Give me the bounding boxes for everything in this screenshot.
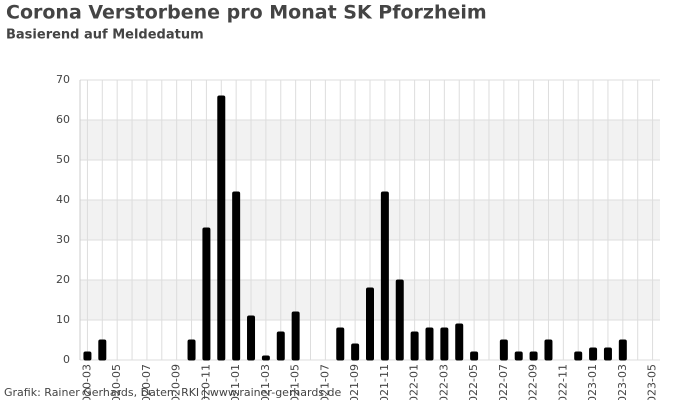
x-tick-label: 2022-07 <box>497 364 510 400</box>
x-tick-label: 2021-03 <box>259 364 272 400</box>
footer: Grafik: Rainer Gerhards, Daten: RKI | ww… <box>4 386 342 399</box>
x-tick-label: 2022-09 <box>527 364 540 400</box>
bar <box>589 347 598 361</box>
x-tick-label: 2022-11 <box>556 364 569 400</box>
bar <box>276 331 285 361</box>
bar <box>410 331 419 361</box>
x-tick-label: 2020-07 <box>140 364 153 400</box>
bar <box>440 327 449 361</box>
bar <box>425 327 434 361</box>
bar <box>247 315 256 361</box>
chart-subtitle: Basierend auf Meldedatum <box>6 28 204 43</box>
x-tick-label: 2020-05 <box>110 364 123 400</box>
bar <box>455 323 464 361</box>
x-tick-label: 2023-01 <box>586 364 599 400</box>
x-tick-label: 2021-05 <box>289 364 302 400</box>
x-tick-label: 2022-01 <box>408 364 421 400</box>
y-tick-label: 30 <box>56 233 70 246</box>
bar <box>395 279 404 361</box>
bar <box>470 351 479 361</box>
bar <box>574 351 583 361</box>
x-tick-label: 2021-09 <box>348 364 361 400</box>
bar <box>618 339 627 361</box>
x-tick-label: 2023-03 <box>616 364 629 400</box>
x-tick-label: 2021-11 <box>378 364 391 400</box>
y-tick-label: 20 <box>56 273 70 286</box>
y-tick-label: 60 <box>56 113 70 126</box>
bar <box>232 191 241 361</box>
bar <box>98 339 107 361</box>
y-tick-label: 10 <box>56 313 70 326</box>
chart-title: Corona Verstorbene pro Monat SK Pforzhei… <box>6 2 487 24</box>
bar <box>187 339 196 361</box>
x-tick-label: 2020-11 <box>199 364 212 400</box>
x-tick-label: 2021-01 <box>229 364 242 400</box>
bar <box>336 327 345 361</box>
x-tick-label: 2020-03 <box>80 364 93 400</box>
x-tick-label: 2022-03 <box>437 364 450 400</box>
bar <box>529 351 538 361</box>
x-tick-label: 2021-07 <box>318 364 331 400</box>
x-tick-label: 2022-05 <box>467 364 480 400</box>
bar <box>380 191 389 361</box>
bar <box>514 351 523 361</box>
bar <box>202 227 211 361</box>
bar <box>366 287 374 361</box>
x-tick-label: 2023-05 <box>646 364 659 400</box>
bar <box>261 355 270 361</box>
y-tick-label: 0 <box>63 353 70 366</box>
y-tick-label: 40 <box>56 193 70 206</box>
bar <box>83 351 92 361</box>
bar <box>499 339 508 361</box>
bar <box>291 311 300 361</box>
bar <box>603 347 612 361</box>
x-tick-label: 2020-09 <box>170 364 183 400</box>
bar <box>217 95 226 361</box>
bar <box>544 339 553 361</box>
y-tick-label: 50 <box>56 153 70 166</box>
y-tick-label: 70 <box>56 73 70 86</box>
bar <box>351 343 360 361</box>
